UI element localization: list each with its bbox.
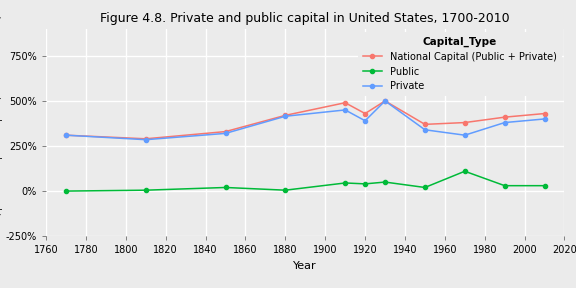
X-axis label: Year: Year [293, 261, 317, 271]
Public [541, 184, 548, 187]
Title: Figure 4.8. Private and public capital in United States, 1700-2010: Figure 4.8. Private and public capital i… [100, 12, 510, 25]
Private [501, 121, 508, 124]
Private [142, 138, 149, 141]
National Capital (Public + Private) [342, 101, 348, 105]
National Capital (Public + Private) [362, 112, 369, 115]
Legend: National Capital (Public + Private), Public, Private: National Capital (Public + Private), Pub… [358, 32, 562, 96]
Public [142, 188, 149, 192]
Private [342, 108, 348, 112]
Private [422, 128, 429, 132]
National Capital (Public + Private) [142, 137, 149, 141]
National Capital (Public + Private) [422, 123, 429, 126]
Private [461, 133, 468, 137]
National Capital (Public + Private) [222, 130, 229, 133]
National Capital (Public + Private) [381, 99, 388, 103]
Public [381, 180, 388, 184]
National Capital (Public + Private) [461, 121, 468, 124]
Public [282, 188, 289, 192]
Line: National Capital (Public + Private): National Capital (Public + Private) [64, 99, 547, 141]
Public [362, 182, 369, 185]
Public [422, 186, 429, 189]
Private [282, 115, 289, 118]
Private [362, 119, 369, 122]
Public [501, 184, 508, 187]
National Capital (Public + Private) [63, 133, 70, 137]
Public [222, 186, 229, 189]
National Capital (Public + Private) [501, 115, 508, 119]
National Capital (Public + Private) [282, 114, 289, 117]
Line: Private: Private [64, 99, 547, 142]
Private [63, 133, 70, 137]
Public [461, 170, 468, 173]
Line: Public: Public [64, 169, 547, 193]
Private [381, 99, 388, 103]
Public [342, 181, 348, 185]
Y-axis label: National, private and public capital (% national income): National, private and public capital (% … [0, 15, 3, 250]
Public [63, 189, 70, 193]
Private [541, 117, 548, 121]
National Capital (Public + Private) [541, 112, 548, 115]
Private [222, 132, 229, 135]
